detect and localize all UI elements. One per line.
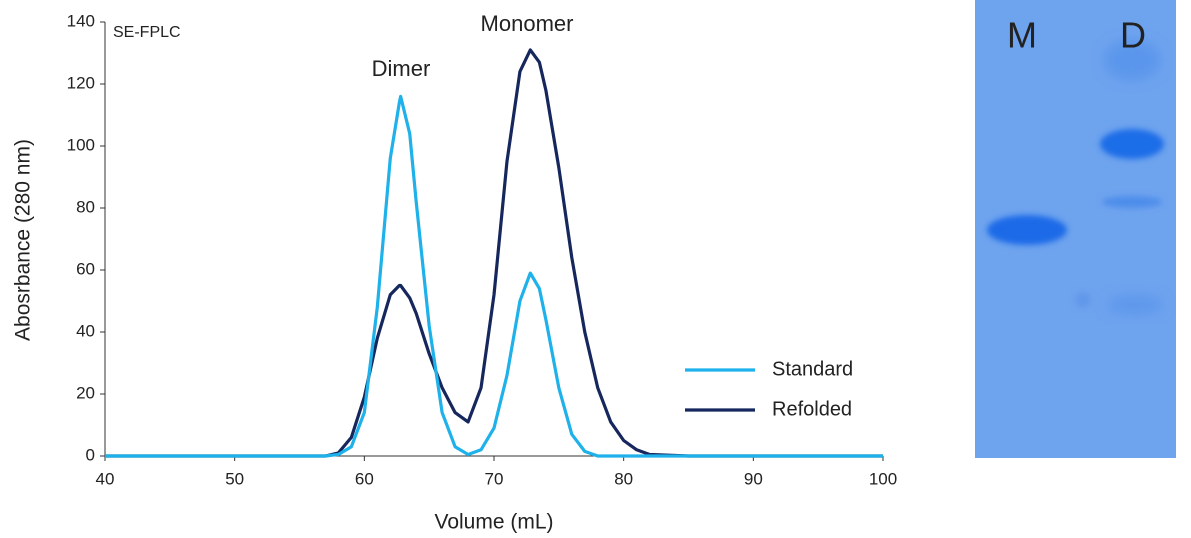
x-tick-label: 80 xyxy=(614,469,633,488)
y-tick-label: 100 xyxy=(67,135,95,154)
x-tick-label: 100 xyxy=(869,469,897,488)
x-tick-label: 40 xyxy=(96,469,115,488)
legend-label: Refolded xyxy=(772,398,852,420)
figure: M D Volume (mL) Abosrbance (280 nm) 0 20 4… xyxy=(0,0,1191,538)
lane-label: M xyxy=(1007,15,1037,56)
y-tick-label: 40 xyxy=(76,321,95,340)
plot: Volume (mL) Abosrbance (280 nm) 0 20 40 60 8… xyxy=(12,11,898,534)
y-tick-label: 0 xyxy=(86,445,95,464)
gel-spot xyxy=(1075,292,1091,308)
gel-band xyxy=(1102,196,1162,208)
legend-label: Standard xyxy=(772,358,853,380)
x-tick-label: 50 xyxy=(225,469,244,488)
series-line xyxy=(105,50,883,456)
annotation: Dimer xyxy=(372,56,431,81)
y-tick-label: 20 xyxy=(76,383,95,402)
x-tick-label: 90 xyxy=(744,469,763,488)
annotation: SE-FPLC xyxy=(113,24,181,41)
gel: M D xyxy=(975,0,1176,458)
y-tick-label: 80 xyxy=(76,197,95,216)
y-tick-label: 140 xyxy=(67,11,95,30)
x-tick-label: 70 xyxy=(485,469,504,488)
gel-band xyxy=(1107,295,1163,315)
gel-band xyxy=(1100,129,1164,159)
y-axis-title: Abosrbance (280 nm) xyxy=(12,139,35,341)
gel-band xyxy=(987,215,1067,245)
y-tick-label: 60 xyxy=(76,259,95,278)
series-line xyxy=(105,96,883,456)
annotation: Monomer xyxy=(481,11,574,36)
lane-label: D xyxy=(1120,15,1146,56)
x-tick-label: 60 xyxy=(355,469,374,488)
y-tick-label: 120 xyxy=(67,73,95,92)
x-axis-title: Volume (mL) xyxy=(434,511,553,534)
